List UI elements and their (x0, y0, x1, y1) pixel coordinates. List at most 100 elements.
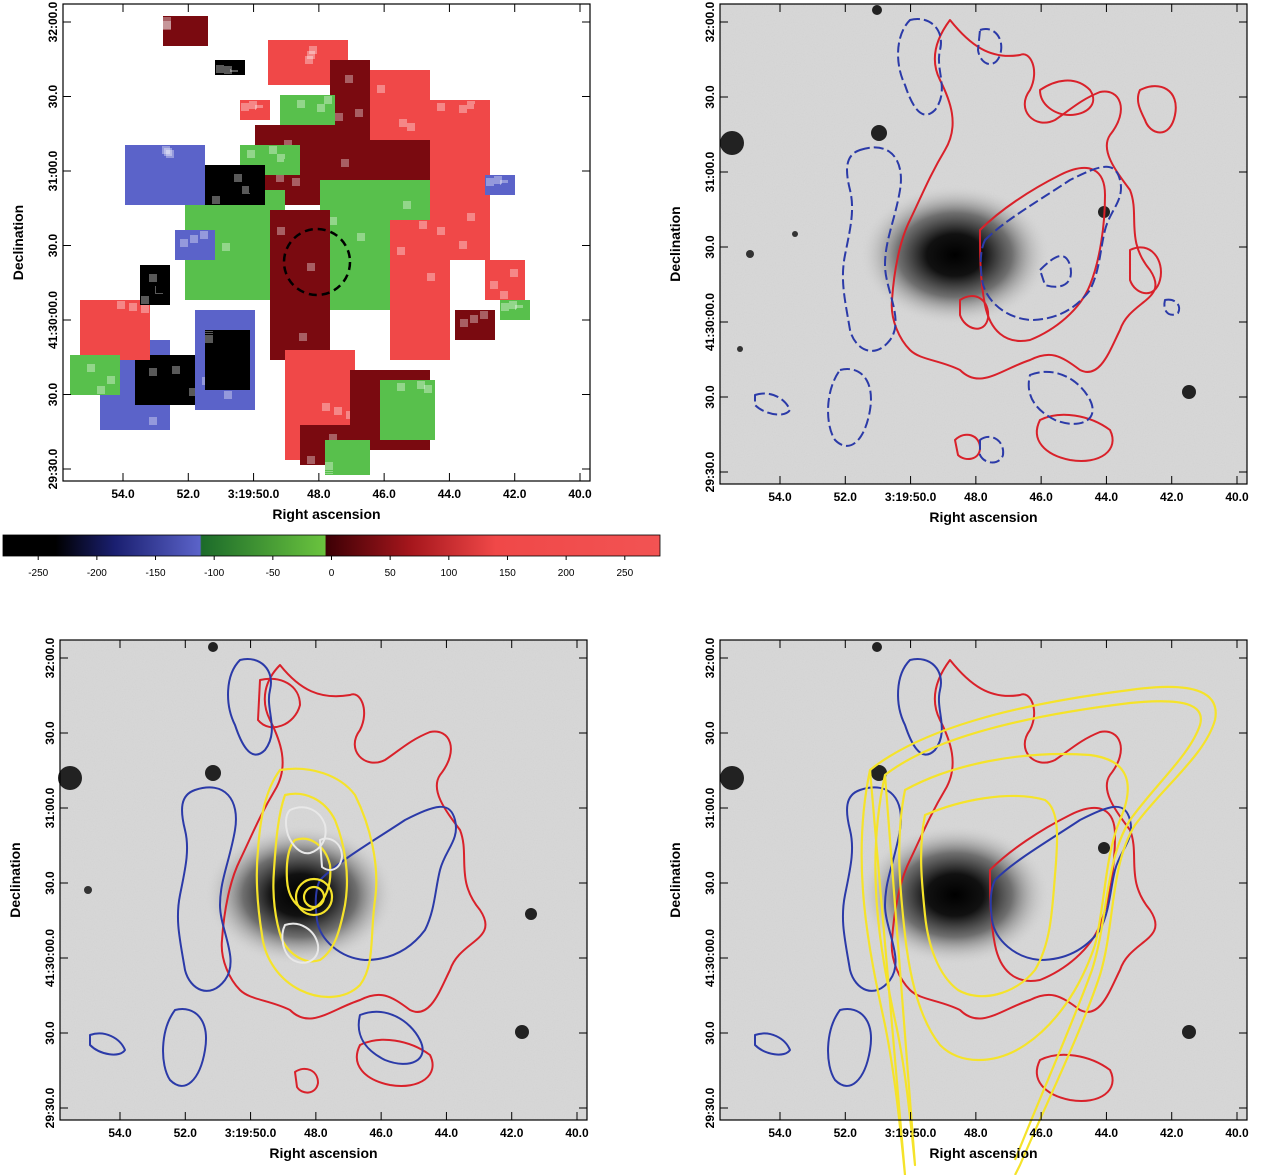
velocity-map-pixels (70, 16, 530, 475)
y-tick-label: 31:00.0 (46, 150, 60, 191)
x-tick-label: 54.0 (768, 490, 792, 504)
y-tick-label: 30.0 (703, 235, 717, 259)
velocity-map-panel: 54.0 52.0 3:19:50.0 48.0 46.0 44.0 42.0 40.0 32:… (0, 0, 640, 585)
x-tick-label: 52.0 (174, 1126, 198, 1140)
x-tick-label: 42.0 (500, 1126, 524, 1140)
colorbar: -250 -200 -150 -100 -50 0 50 100 150 200 250 (0, 530, 665, 585)
y-tick-label: 32:00.0 (703, 637, 717, 678)
x-tick-label: 44.0 (435, 1126, 459, 1140)
xray-contours (281, 806, 343, 964)
x-tick-label: 42.0 (1160, 490, 1184, 504)
y-tick-label: 30.0 (43, 1021, 57, 1045)
colorbar-tick-label: -50 (266, 568, 281, 579)
radio-contours-panel: 54.0 52.0 3:19:50.0 48.0 46.0 44.0 42.0 40.0 32:… (660, 625, 1279, 1175)
colorbar-tick-label: -200 (87, 568, 107, 579)
y-axis-label: Declination (667, 842, 683, 917)
y-tick-label: 32:00.0 (703, 1, 717, 42)
y-tick-label: 29:30.0 (46, 448, 60, 489)
y-tick-label: 31:00.0 (43, 787, 57, 828)
y-tick-label: 41:30:00.0 (46, 291, 60, 349)
y-tick-label: 30.0 (703, 85, 717, 109)
velocity-map-svg: 54.0 52.0 3:19:50.0 48.0 46.0 44.0 42.0 40.0 32:… (10, 1, 592, 522)
redshift-contours (220, 664, 487, 1094)
radio-contours (860, 685, 1217, 1175)
optical-image-background (720, 4, 1247, 484)
x-tick-label: 42.0 (1160, 1126, 1184, 1140)
y-axis-label: Declination (10, 205, 26, 280)
x-tick-label: 48.0 (304, 1126, 328, 1140)
x-tick-label: 54.0 (108, 1126, 132, 1140)
x-axis-label: Right ascension (272, 506, 380, 522)
y-tick-label: 31:00.0 (703, 787, 717, 828)
x-tick-label: 46.0 (1029, 490, 1053, 504)
colorbar-tick-label: -150 (146, 568, 166, 579)
y-tick-label: 41:30:00.0 (703, 293, 717, 351)
optical-image-background (58, 640, 587, 1120)
x-axis-label: Right ascension (269, 1145, 377, 1161)
colorbar-tick-label: 50 (385, 568, 397, 579)
y-tick-label: 32:00.0 (43, 637, 57, 678)
y-tick-label: 29:30.0 (703, 451, 717, 492)
x-tick-label: 48.0 (964, 1126, 988, 1140)
y-tick-label: 30.0 (46, 382, 60, 406)
x-tick-label: 46.0 (372, 487, 396, 501)
xray-contours-frame (59, 639, 588, 1121)
y-tick-label: 30.0 (703, 871, 717, 895)
x-tick-label: 54.0 (111, 487, 135, 501)
x-tick-label: 3:19:50.0 (885, 490, 937, 504)
redshift-contours (890, 19, 1177, 462)
x-tick-label: 3:19:50.0 (225, 1126, 277, 1140)
x-tick-label: 48.0 (964, 490, 988, 504)
colorbar-tick-label: 200 (558, 568, 575, 579)
colorbar-tick-label: -250 (28, 568, 48, 579)
x-tick-label: 44.0 (1095, 1126, 1119, 1140)
x-tick-label: 40.0 (1225, 490, 1249, 504)
colorbar-tick-label: 250 (616, 568, 633, 579)
x-tick-label: 40.0 (565, 1126, 589, 1140)
x-tick-label: 52.0 (834, 490, 858, 504)
blueshift-contours (754, 18, 1181, 464)
y-tick-label: 30.0 (703, 385, 717, 409)
x-tick-label: 42.0 (503, 487, 527, 501)
x-tick-label: 40.0 (568, 487, 592, 501)
colorbar-tick-label: 150 (499, 568, 516, 579)
y-tick-label: 30.0 (703, 1021, 717, 1045)
x-tick-label: 52.0 (177, 487, 201, 501)
y-tick-label: 41:30:00.0 (703, 929, 717, 987)
x-tick-label: 44.0 (438, 487, 462, 501)
colorbar-tick-label: 100 (440, 568, 457, 579)
contours-image-frame (719, 3, 1248, 485)
xray-contours-panel: 54.0 52.0 3:19:50.0 48.0 46.0 44.0 42.0 40.0 32:… (0, 625, 640, 1175)
y-tick-label: 30.0 (703, 721, 717, 745)
contours-image-panel: 54.0 52.0 3:19:50.0 48.0 46.0 44.0 42.0 40.0 32:… (660, 0, 1279, 540)
x-tick-label: 40.0 (1225, 1126, 1249, 1140)
y-tick-label: 30.0 (43, 871, 57, 895)
y-tick-label: 30.0 (46, 84, 60, 108)
x-axis-label: Right ascension (929, 509, 1037, 525)
x-axis-label: Right ascension (929, 1145, 1037, 1161)
y-axis-label: Declination (667, 206, 683, 281)
x-tick-label: 44.0 (1095, 490, 1119, 504)
y-axis-label: Declination (7, 842, 23, 917)
radio-contours-frame (719, 639, 1248, 1121)
colorbar-tick-label: -100 (204, 568, 224, 579)
x-tick-label: 46.0 (369, 1126, 393, 1140)
y-tick-label: 31:00.0 (703, 151, 717, 192)
x-tick-label: 3:19:50.0 (228, 487, 280, 501)
velocity-map-frame (62, 3, 591, 482)
x-tick-label: 52.0 (834, 1126, 858, 1140)
blueshift-contours (89, 658, 457, 1087)
y-tick-label: 32:00.0 (46, 1, 60, 42)
colorbar-tick-label: 0 (329, 568, 335, 579)
optical-image-background (720, 640, 1247, 1120)
x-tick-label: 46.0 (1029, 1126, 1053, 1140)
blueshift-contours (754, 658, 1132, 1087)
x-tick-label: 48.0 (307, 487, 331, 501)
y-tick-label: 29:30.0 (703, 1087, 717, 1128)
colorbar-gradient (2, 534, 661, 557)
nucleus-marker (282, 227, 352, 297)
y-tick-label: 30.0 (46, 233, 60, 257)
x-tick-label: 3:19:50.0 (885, 1126, 937, 1140)
x-tick-label: 54.0 (768, 1126, 792, 1140)
y-tick-label: 30.0 (43, 721, 57, 745)
